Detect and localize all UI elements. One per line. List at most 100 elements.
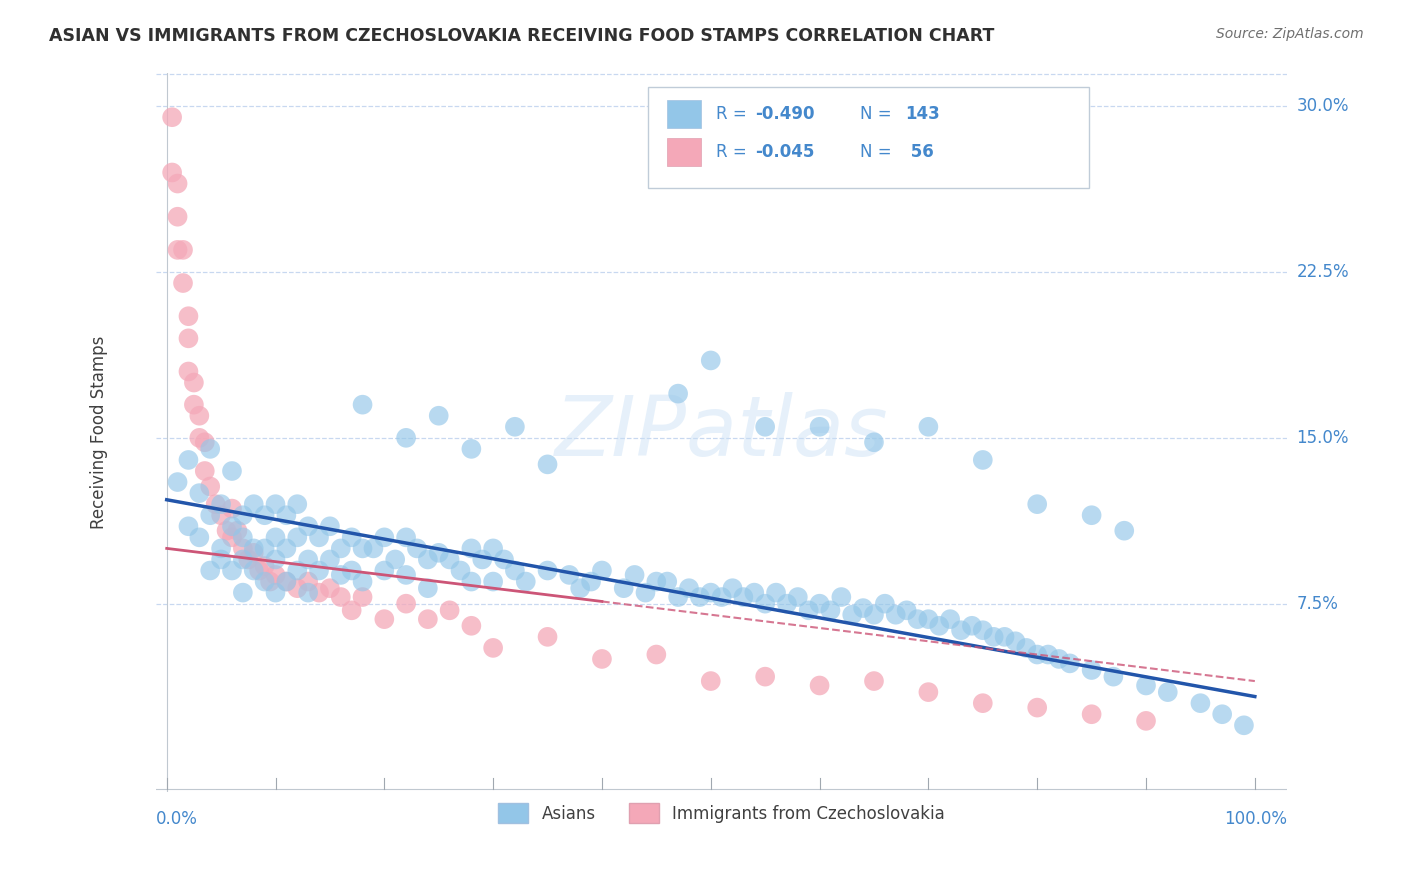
Point: [276, 574, 298, 589]
Point: [253, 508, 276, 523]
Point: [972, 696, 994, 710]
Point: [253, 574, 276, 589]
Point: [242, 497, 264, 511]
Point: [733, 590, 755, 604]
Point: [742, 585, 765, 599]
Point: [450, 564, 472, 578]
Point: [536, 458, 558, 472]
Point: [285, 497, 308, 511]
Text: 56: 56: [905, 143, 934, 161]
Point: [340, 564, 363, 578]
Point: [754, 419, 776, 434]
Point: [1059, 657, 1081, 671]
Text: 22.5%: 22.5%: [1296, 263, 1350, 281]
Point: [221, 530, 243, 544]
Point: [183, 398, 205, 412]
Point: [917, 419, 939, 434]
Point: [482, 640, 505, 655]
Point: [276, 541, 298, 556]
Point: [264, 568, 287, 582]
Point: [221, 464, 243, 478]
Point: [569, 581, 592, 595]
Point: [427, 409, 450, 423]
Point: [177, 453, 200, 467]
Point: [242, 546, 264, 560]
Point: [972, 453, 994, 467]
Point: [264, 497, 287, 511]
Point: [765, 585, 787, 599]
Point: [352, 541, 374, 556]
Point: [395, 597, 418, 611]
FancyBboxPatch shape: [648, 87, 1090, 188]
Point: [406, 541, 429, 556]
Text: 30.0%: 30.0%: [1296, 97, 1348, 115]
Point: [329, 541, 352, 556]
Point: [209, 552, 232, 566]
Point: [209, 541, 232, 556]
Point: [591, 652, 613, 666]
Point: [221, 501, 243, 516]
Point: [710, 590, 733, 604]
Point: [238, 552, 260, 566]
Point: [200, 479, 222, 493]
Point: [645, 648, 668, 662]
Point: [395, 431, 418, 445]
Point: [482, 574, 505, 589]
Point: [1015, 640, 1038, 655]
Point: [352, 398, 374, 412]
Point: [373, 612, 395, 626]
Point: [276, 574, 298, 589]
Text: -0.045: -0.045: [755, 143, 815, 161]
Point: [297, 519, 319, 533]
Point: [1026, 700, 1049, 714]
Point: [482, 541, 505, 556]
Point: [232, 530, 254, 544]
Point: [188, 530, 211, 544]
Point: [1080, 663, 1102, 677]
Text: 7.5%: 7.5%: [1296, 595, 1339, 613]
Text: ZIPatlas: ZIPatlas: [555, 392, 889, 473]
Point: [1102, 670, 1125, 684]
Point: [896, 603, 918, 617]
Point: [285, 564, 308, 578]
Point: [319, 519, 342, 533]
Point: [215, 524, 238, 538]
Point: [242, 564, 264, 578]
Point: [515, 574, 537, 589]
Point: [232, 541, 254, 556]
Point: [1114, 524, 1136, 538]
Point: [373, 530, 395, 544]
Point: [852, 601, 875, 615]
Point: [1233, 718, 1256, 732]
Point: [1211, 707, 1233, 722]
Point: [166, 210, 188, 224]
Point: [160, 110, 183, 124]
Point: [340, 530, 363, 544]
Point: [194, 464, 217, 478]
Point: [939, 612, 962, 626]
Point: [960, 619, 983, 633]
Point: [613, 581, 636, 595]
Point: [950, 624, 973, 638]
Point: [183, 376, 205, 390]
Point: [194, 435, 217, 450]
Point: [340, 603, 363, 617]
Point: [172, 243, 194, 257]
Point: [917, 685, 939, 699]
Point: [416, 552, 439, 566]
Point: [209, 497, 232, 511]
Point: [319, 581, 342, 595]
Point: [928, 619, 950, 633]
Point: [460, 541, 482, 556]
Legend: Asians, Immigrants from Czechoslovakia: Asians, Immigrants from Czechoslovakia: [492, 797, 952, 830]
Point: [166, 243, 188, 257]
Point: [700, 674, 723, 689]
Point: [177, 310, 200, 324]
Point: [536, 564, 558, 578]
Point: [232, 585, 254, 599]
Point: [808, 678, 831, 692]
Point: [993, 630, 1015, 644]
Text: R =: R =: [716, 105, 752, 123]
Point: [863, 674, 886, 689]
Point: [1047, 652, 1070, 666]
